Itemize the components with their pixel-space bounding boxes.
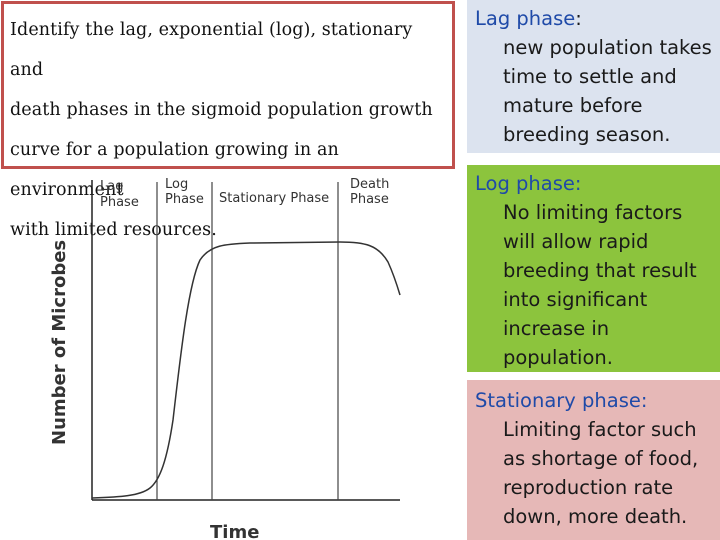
growth-curve-diagram: Lag Phase Log Phase Stationary Phase Dea… [49, 177, 401, 540]
log-phase-label-line1: Log [165, 177, 188, 192]
stationary-phase-label: Stationary Phase [219, 191, 329, 206]
stationary-desc-line: reproduction rate [503, 476, 674, 499]
lag-phase-label-line1: Lag [100, 179, 123, 194]
log-desc-line: No limiting factors [503, 201, 683, 224]
question-box: Identify the lag, exponential (log), sta… [1, 1, 455, 240]
y-axis-label: Number of Microbes [49, 240, 70, 445]
lag-phase-panel: Lag phase: new population takes time to … [467, 0, 720, 153]
log-phase-title: Log phase: [475, 172, 582, 195]
stationary-desc-line: down, more death. [503, 505, 688, 528]
question-line: curve for a population growing in an env… [10, 140, 339, 200]
log-desc-line: population. [503, 346, 613, 369]
lag-phase-title-text: Lag phase [475, 7, 576, 30]
stationary-phase-panel: Stationary phase: Limiting factor such a… [467, 380, 720, 540]
question-line: with limited resources. [10, 220, 217, 240]
death-phase-label-line2: Phase [350, 192, 389, 207]
log-phase-panel: Log phase: No limiting factors will allo… [467, 165, 720, 372]
stationary-desc-line: Limiting factor such [503, 418, 697, 441]
log-desc-line: increase in [503, 317, 610, 340]
lag-phase-desc: new population takes time to settle and … [475, 33, 720, 149]
log-desc-line: into significant [503, 288, 648, 311]
log-desc-line: will allow rapid [503, 230, 649, 253]
lag-phase-title: Lag phase: [475, 7, 582, 30]
lag-desc-line: time to settle and [503, 65, 677, 88]
question-text: Identify the lag, exponential (log), sta… [10, 10, 448, 250]
log-desc-line: breeding that result [503, 259, 697, 282]
question-line: death phases in the sigmoid population g… [10, 100, 433, 120]
question-line: Identify the lag, exponential (log), sta… [10, 20, 413, 80]
growth-curve [91, 241, 401, 499]
lag-desc-line: mature before [503, 94, 643, 117]
log-phase-desc: No limiting factors will allow rapid bre… [475, 198, 720, 372]
stationary-phase-title: Stationary phase: [475, 389, 648, 412]
log-phase-label-line2: Phase [165, 192, 204, 207]
lag-desc-line: breeding season. [503, 123, 671, 146]
lag-desc-line: new population takes [503, 36, 712, 59]
stationary-phase-desc: Limiting factor such as shortage of food… [475, 415, 720, 531]
lag-phase-label-line2: Phase [100, 195, 139, 210]
x-axis-label: Time [210, 522, 259, 540]
stationary-desc-line: as shortage of food, [503, 447, 699, 470]
death-phase-label-line1: Death [350, 177, 389, 192]
